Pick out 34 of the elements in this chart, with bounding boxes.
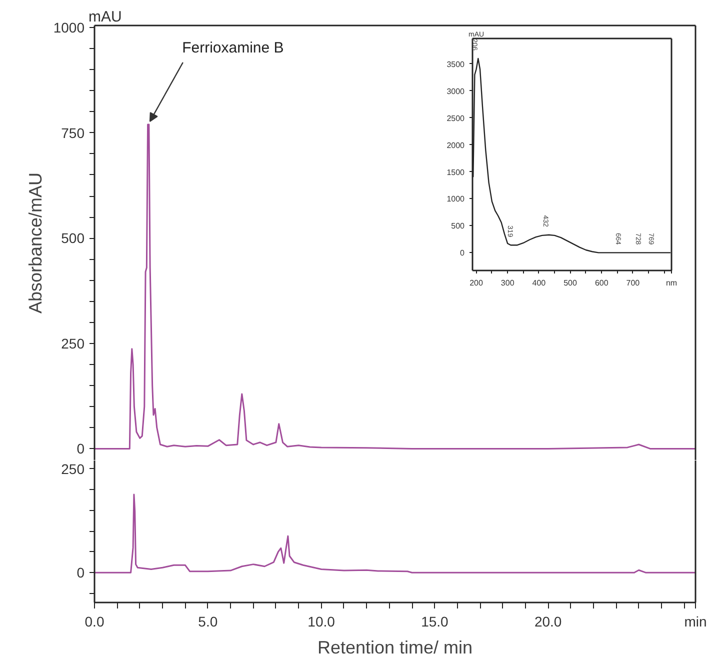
y-tick-label: 3500 xyxy=(446,60,466,69)
y-tick-label: 1000 xyxy=(53,20,85,36)
x-tick-label: 300 xyxy=(500,278,515,288)
y-tick-label: 500 xyxy=(451,222,466,231)
x-tick-label: 10.0 xyxy=(308,614,336,630)
x-tick-label: 600 xyxy=(594,278,609,288)
y-tick-label: 3000 xyxy=(446,86,466,96)
x-tick-label: 5.0 xyxy=(198,614,218,630)
y-axis-title: Absorbance/mAU xyxy=(25,172,46,314)
line-series xyxy=(94,124,696,450)
y-tick-label: 1500 xyxy=(446,168,466,177)
x-tick-label: 700 xyxy=(626,278,640,288)
y-tick-label: 2000 xyxy=(446,140,466,150)
annotation: nm xyxy=(666,278,678,288)
line-series xyxy=(94,494,696,574)
y-tick-label: 1000 xyxy=(446,194,466,204)
annotation: mAU xyxy=(88,8,122,26)
y-tick-label: 0 xyxy=(460,248,466,258)
x-tick-label: 20.0 xyxy=(534,614,562,630)
y-tick-label: 0 xyxy=(76,440,85,457)
text: min xyxy=(684,614,707,630)
y-tick-label: 0 xyxy=(76,564,85,581)
x-tick-label: 15.0 xyxy=(421,614,449,630)
annotation: Ferrioxamine B xyxy=(182,39,284,56)
y-tick-label: 250 xyxy=(61,460,85,477)
x-tick-label: 500 xyxy=(564,278,578,288)
x-tick-label: 0.0 xyxy=(84,614,104,630)
y-tick-label: 750 xyxy=(61,124,85,141)
y-tick-label: 2500 xyxy=(446,114,466,123)
x-axis-title: Retention time/ min xyxy=(317,638,473,658)
y-tick-label: 250 xyxy=(61,335,85,352)
x-tick-label: 400 xyxy=(532,278,546,288)
y-tick-label: 500 xyxy=(61,230,85,246)
x-tick-label: 200 xyxy=(470,278,484,288)
